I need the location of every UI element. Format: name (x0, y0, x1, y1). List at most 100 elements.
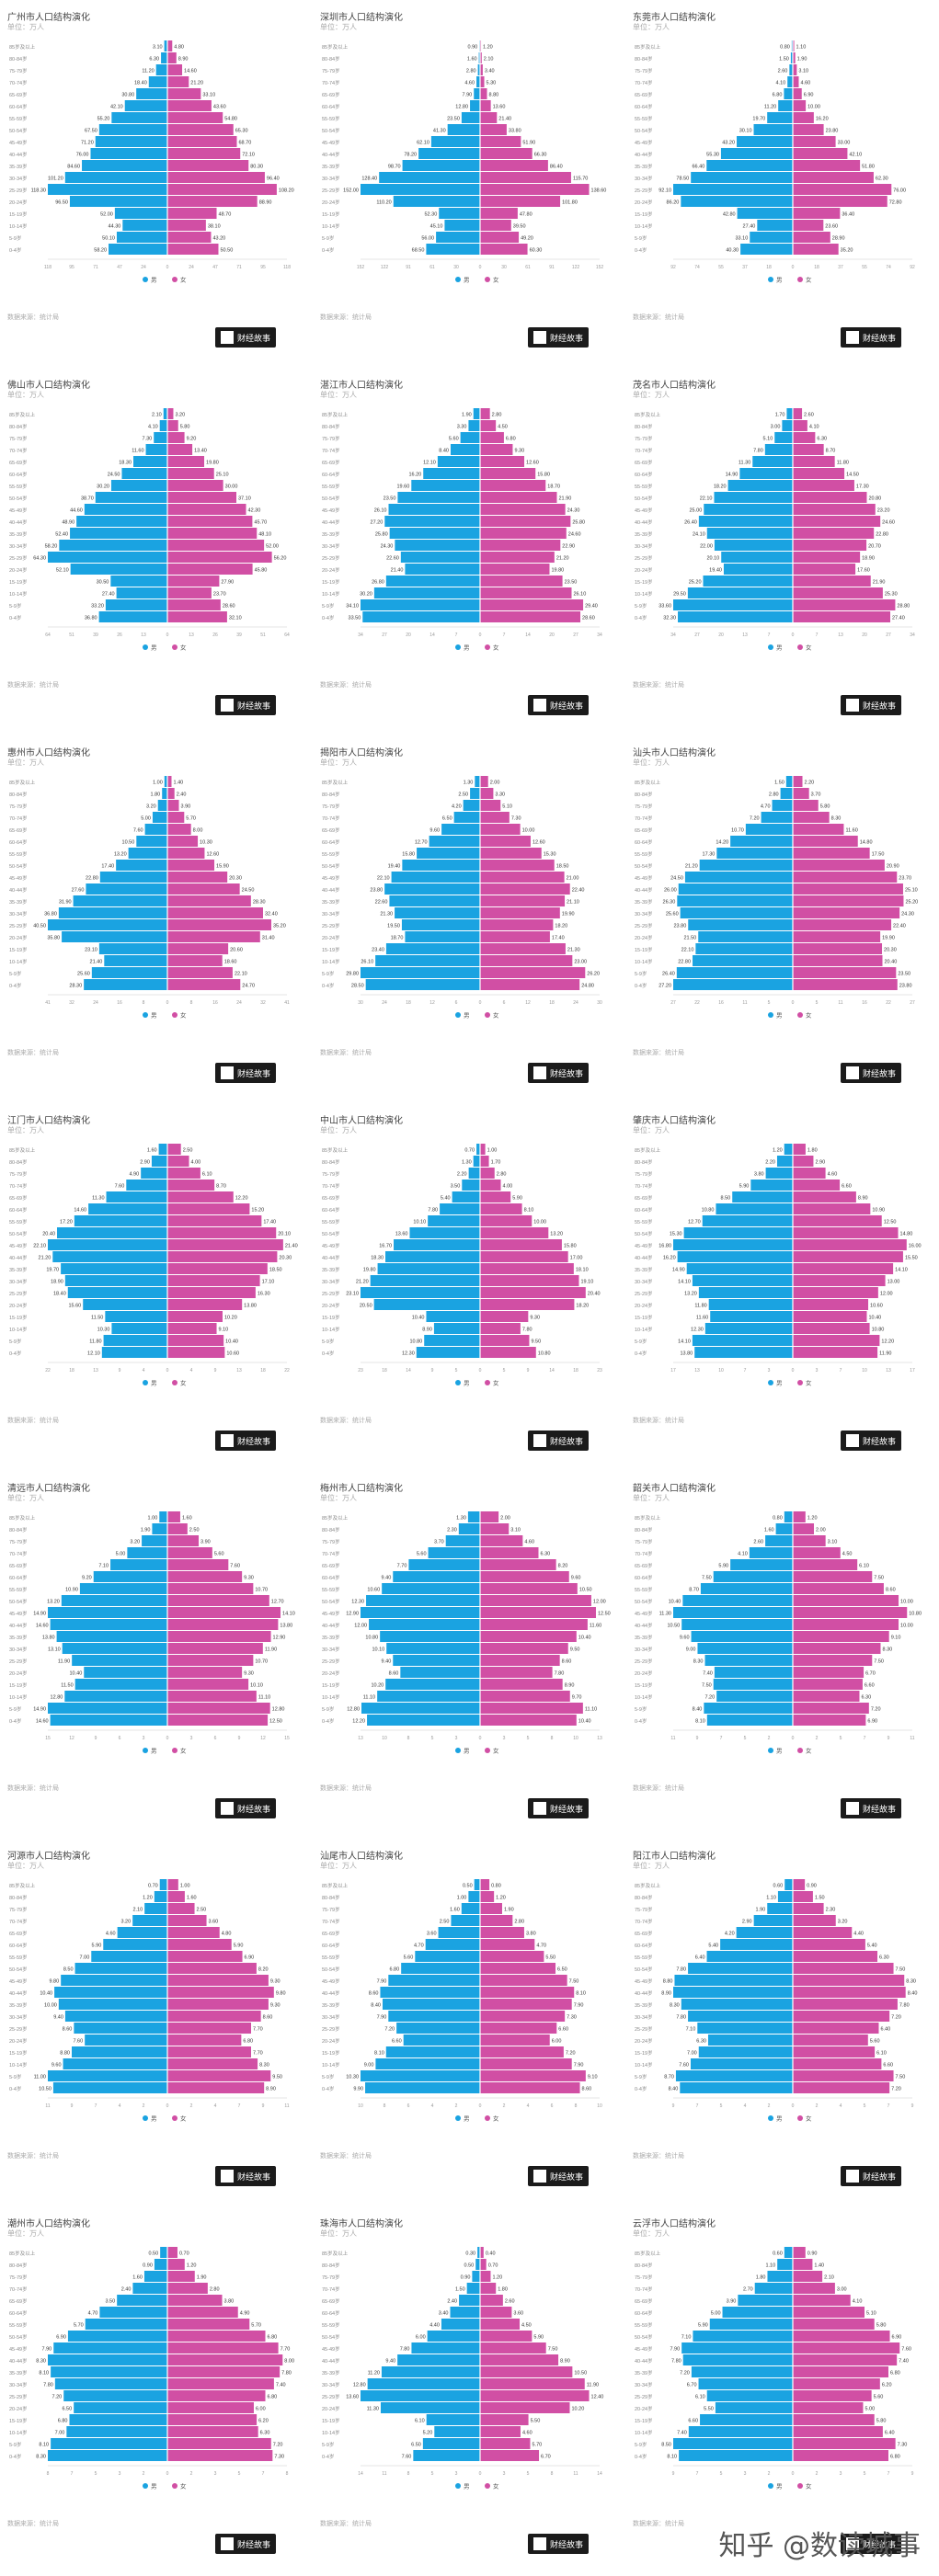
x-tick-label: 11 (670, 1736, 675, 1741)
x-tick-label: 152 (596, 265, 604, 270)
age-tick-label: 0-4岁 (322, 614, 334, 621)
age-tick-label: 40-44岁 (635, 1989, 653, 1997)
male-value-label: 7.90 (42, 2347, 52, 2353)
female-value-label: 21.40 (498, 117, 511, 122)
male-bar (136, 836, 167, 847)
male-value-label: 3.70 (434, 1540, 444, 1545)
pyramid-panel: 中山市人口结构演化 单位：万人 85岁及以上 0.70 1.00 80-84岁 1.30 1.… (315, 1107, 627, 1473)
male-value-label: 7.60 (115, 1184, 125, 1190)
female-value-label: 5.10 (502, 804, 512, 810)
female-value-label: 101.80 (562, 200, 578, 206)
female-value-label: 25.10 (905, 888, 918, 894)
female-bar (167, 836, 199, 847)
age-tick-label: 85岁及以上 (635, 411, 661, 418)
legend-male-swatch (768, 1380, 773, 1385)
female-value-label: 18.60 (224, 960, 237, 965)
age-tick-label: 5-9岁 (9, 2073, 21, 2080)
age-tick-label: 55-59岁 (9, 1218, 28, 1225)
female-bar (167, 1903, 195, 1914)
male-bar (110, 480, 167, 491)
age-tick-label: 80-84岁 (9, 791, 28, 798)
brand-badge: 财经故事 (528, 1063, 589, 1083)
age-tick-label: 55-59岁 (635, 1586, 653, 1593)
age-tick-label: 10-14岁 (635, 1326, 653, 1333)
age-tick-label: 45-49岁 (635, 139, 653, 146)
female-bar (167, 848, 205, 859)
qr-code-icon (532, 2170, 546, 2183)
male-value-label: 23.40 (372, 948, 384, 953)
age-tick-label: 45-49岁 (635, 2345, 653, 2353)
age-tick-label: 50-54岁 (635, 495, 653, 502)
age-tick-label: 55-59岁 (322, 115, 340, 122)
female-value-label: 1.20 (807, 1516, 818, 1522)
female-value-label: 2.00 (490, 781, 500, 786)
female-value-label: 21.90 (558, 496, 571, 502)
female-value-label: 32.10 (229, 616, 242, 621)
age-tick-label: 20-24岁 (9, 934, 28, 941)
age-tick-label: 25-29岁 (9, 2025, 28, 2033)
female-bar (793, 1263, 894, 1274)
male-value-label: 5.90 (92, 1943, 102, 1949)
male-bar (85, 2035, 167, 2046)
male-value-label: 20.40 (42, 1232, 55, 1237)
x-tick-label: 18 (766, 265, 772, 270)
qr-code-icon (532, 699, 546, 712)
male-bar (361, 967, 480, 978)
male-value-label: 13.60 (346, 2395, 359, 2400)
female-bar (167, 1559, 229, 1570)
age-tick-label: 30-34岁 (635, 1278, 653, 1285)
female-bar (480, 848, 542, 859)
male-value-label: 3.20 (130, 1540, 140, 1545)
source-note: 数据来源：统计局 (633, 2153, 684, 2160)
age-tick-label: 15-19岁 (635, 578, 653, 586)
male-value-label: 12.80 (347, 1707, 360, 1713)
x-tick-label: 4 (527, 2103, 530, 2109)
legend-male-label: 男 (151, 2483, 157, 2491)
female-value-label: 2.30 (826, 1908, 836, 1913)
male-value-label: 11.10 (363, 1695, 375, 1701)
female-value-label: 27.40 (892, 616, 905, 621)
male-bar (436, 232, 480, 243)
male-bar (730, 1559, 793, 1570)
male-bar (76, 516, 167, 527)
source-note: 数据来源：统计局 (320, 2521, 372, 2527)
female-bar (793, 800, 819, 811)
pyramid-panel: 深圳市人口结构演化 单位：万人 85岁及以上 0.90 1.20 80-84岁 1.60 2.… (315, 4, 627, 370)
legend-male-label: 男 (776, 1748, 783, 1755)
x-tick-label: 3 (744, 2471, 747, 2477)
male-value-label: 14.20 (716, 840, 728, 846)
x-tick-label: 23 (358, 1368, 363, 1373)
male-value-label: 8.80 (663, 1979, 673, 1985)
male-bar (426, 1311, 480, 1322)
age-tick-label: 35-39岁 (635, 2001, 653, 2009)
age-tick-label: 80-84岁 (322, 1158, 340, 1166)
x-tick-label: 24 (236, 1000, 242, 1006)
female-bar (167, 1275, 260, 1286)
age-tick-label: 50-54岁 (635, 1966, 653, 1973)
legend-male-swatch (143, 277, 148, 282)
female-value-label: 15.90 (216, 864, 229, 870)
x-tick-label: 32 (260, 1000, 266, 1006)
male-value-label: 12.90 (346, 1612, 359, 1617)
female-value-label: 39.50 (513, 224, 526, 230)
male-bar (384, 516, 480, 527)
female-value-label: 29.40 (585, 604, 598, 610)
female-bar (793, 1215, 882, 1226)
female-value-label: 8.20 (558, 1564, 568, 1569)
age-tick-label: 70-74岁 (9, 1918, 28, 1925)
female-bar (480, 1559, 556, 1570)
age-tick-label: 65-69岁 (635, 1930, 653, 1937)
female-bar (793, 2438, 896, 2449)
female-bar (480, 1263, 574, 1274)
male-value-label: 12.70 (415, 840, 428, 846)
male-value-label: 12.00 (354, 1624, 367, 1629)
female-value-label: 15.80 (537, 473, 550, 478)
female-value-label: 4.80 (222, 1932, 232, 1937)
female-bar (480, 895, 566, 906)
female-bar (480, 800, 501, 811)
x-tick-label: 2 (816, 2471, 819, 2477)
x-tick-label: 15 (45, 1736, 51, 1741)
female-value-label: 22.80 (876, 532, 888, 538)
female-value-label: 3.00 (837, 2287, 847, 2293)
male-bar (468, 1168, 480, 1179)
